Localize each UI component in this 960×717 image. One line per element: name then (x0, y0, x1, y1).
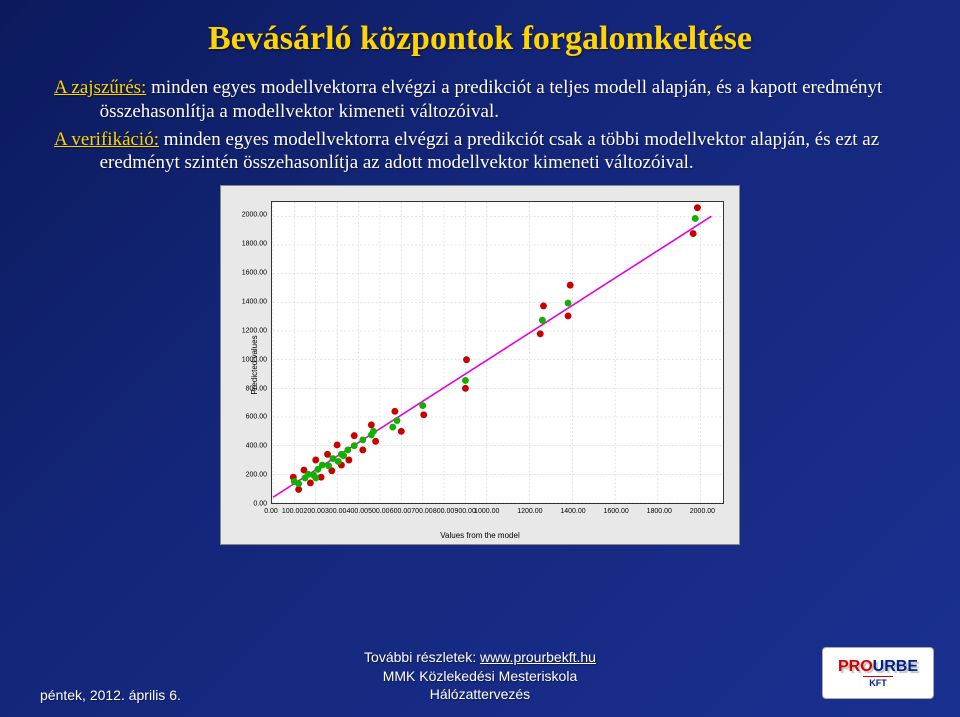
footer-link-label: További részletek: (364, 649, 480, 665)
plot-area (271, 201, 724, 504)
logo-part2: URBE (873, 658, 918, 675)
para2-lead: A verifikáció: (54, 129, 159, 150)
para1-lead: A zajszűrés: (54, 77, 146, 98)
para1-body: minden egyes modellvektorra elvégzi a pr… (100, 77, 883, 122)
x-axis-label: Values from the model (440, 531, 519, 540)
logo-part1: PRO (838, 658, 873, 675)
footer-line2: MMK Közlekedési Mesteriskola (0, 667, 960, 685)
para2-body: minden egyes modellvektorra elvégzi a pr… (100, 129, 880, 174)
paragraph-2: A verifikáció: minden egyes modellvektor… (54, 128, 906, 176)
y-tick-labels: 0.00200.00400.00600.00800.001000.001200.… (241, 201, 269, 504)
footer-link[interactable]: www.prourbekft.hu (480, 649, 596, 665)
paragraph-1: A zajszűrés: minden egyes modellvektorra… (54, 76, 906, 124)
logo-sub: KFT (863, 676, 893, 688)
scatter-chart: Predicted values Values from the model 0… (220, 185, 740, 545)
footer-line3: Hálózattervezés (0, 685, 960, 703)
footer-center: További részletek: www.prourbekft.hu MMK… (0, 648, 960, 703)
plot-svg (272, 202, 723, 503)
x-tick-labels: 0.00100.00200.00300.00400.00500.00600.00… (271, 508, 724, 518)
page-title: Bevásárló központok forgalomkeltése (0, 0, 960, 76)
body-text: A zajszűrés: minden egyes modellvektorra… (0, 76, 960, 175)
logo: PROURBE KFT (822, 647, 934, 699)
